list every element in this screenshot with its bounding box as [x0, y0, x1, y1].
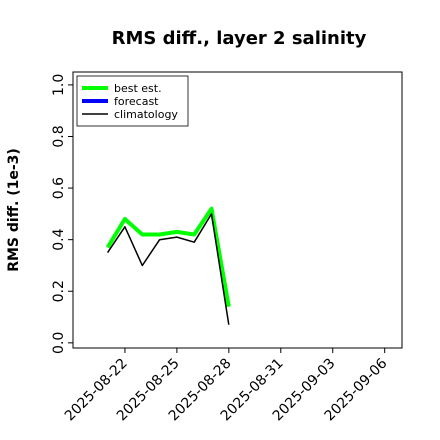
y-tick-label: 0.4 — [51, 228, 67, 250]
y-tick-label: 0.8 — [51, 125, 67, 147]
y-tick-label: 0.2 — [51, 280, 67, 302]
plot-frame — [72, 71, 403, 349]
series-line-climatology — [106, 213, 230, 325]
series-lines — [105, 206, 231, 325]
y-tick-label: 0.0 — [51, 332, 67, 354]
legend-label: forecast — [114, 95, 159, 108]
legend-label: climatology — [114, 108, 178, 121]
y-tick-label: 0.6 — [51, 177, 67, 199]
series-line-best-est — [105, 206, 231, 308]
legend-label: best est. — [114, 82, 162, 95]
chart-title: RMS diff., layer 2 salinity — [112, 28, 367, 49]
y-tick-label: 1.0 — [51, 74, 67, 96]
y-axis-label: RMS diff. (1e-3) — [6, 148, 22, 272]
